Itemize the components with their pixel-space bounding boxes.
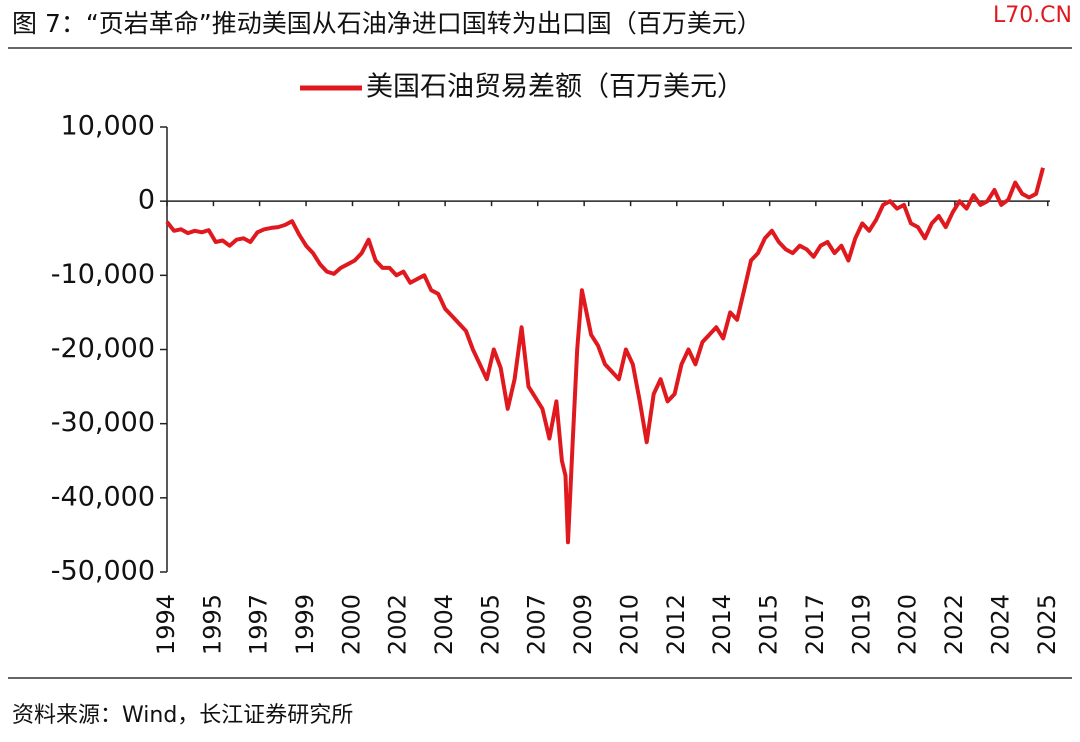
y-tick-label: -20,000 bbox=[51, 333, 155, 364]
x-tick-label: 1997 bbox=[245, 594, 273, 655]
x-tick-label: 2002 bbox=[384, 594, 412, 655]
x-tick-label: 2019 bbox=[847, 594, 875, 655]
y-tick-label: 0 bbox=[138, 185, 155, 216]
legend-label: 美国石油贸易差额（百万美元） bbox=[366, 72, 744, 103]
x-tick-label: 2020 bbox=[894, 594, 922, 655]
y-tick-label: -50,000 bbox=[51, 556, 155, 587]
x-tick-label: 2017 bbox=[801, 594, 829, 655]
y-tick-label: -30,000 bbox=[51, 407, 155, 438]
x-tick-label: 2022 bbox=[940, 594, 968, 655]
x-tick-label: 2009 bbox=[569, 594, 597, 655]
x-tick-label: 2010 bbox=[616, 594, 644, 655]
x-tick-label: 2015 bbox=[755, 594, 783, 655]
data-line bbox=[165, 167, 1045, 545]
x-tick-label: 2007 bbox=[523, 594, 551, 655]
x-tick-label: 2025 bbox=[1033, 594, 1061, 655]
x-tick-label: 2024 bbox=[986, 594, 1014, 655]
x-tick-label: 1999 bbox=[291, 594, 319, 655]
y-tick-label: 10,000 bbox=[61, 111, 155, 142]
source: 资料来源：Wind，长江证券研究所 bbox=[12, 703, 353, 728]
watermark: L70.CN bbox=[993, 3, 1072, 28]
y-tick-label: -10,000 bbox=[51, 259, 155, 290]
x-tick-label: 1995 bbox=[198, 594, 226, 655]
x-tick-label: 2005 bbox=[477, 594, 505, 655]
x-tick-label: 1994 bbox=[152, 594, 180, 655]
x-tick-label: 2014 bbox=[708, 594, 736, 655]
chart-title: 图 7：“页岩革命”推动美国从石油净进口国转为出口国（百万美元） bbox=[12, 9, 762, 38]
x-tick-label: 2012 bbox=[662, 594, 690, 655]
x-tick-label: 2000 bbox=[337, 594, 365, 655]
x-tick-label: 2004 bbox=[430, 594, 458, 655]
y-tick-label: -40,000 bbox=[51, 481, 155, 512]
